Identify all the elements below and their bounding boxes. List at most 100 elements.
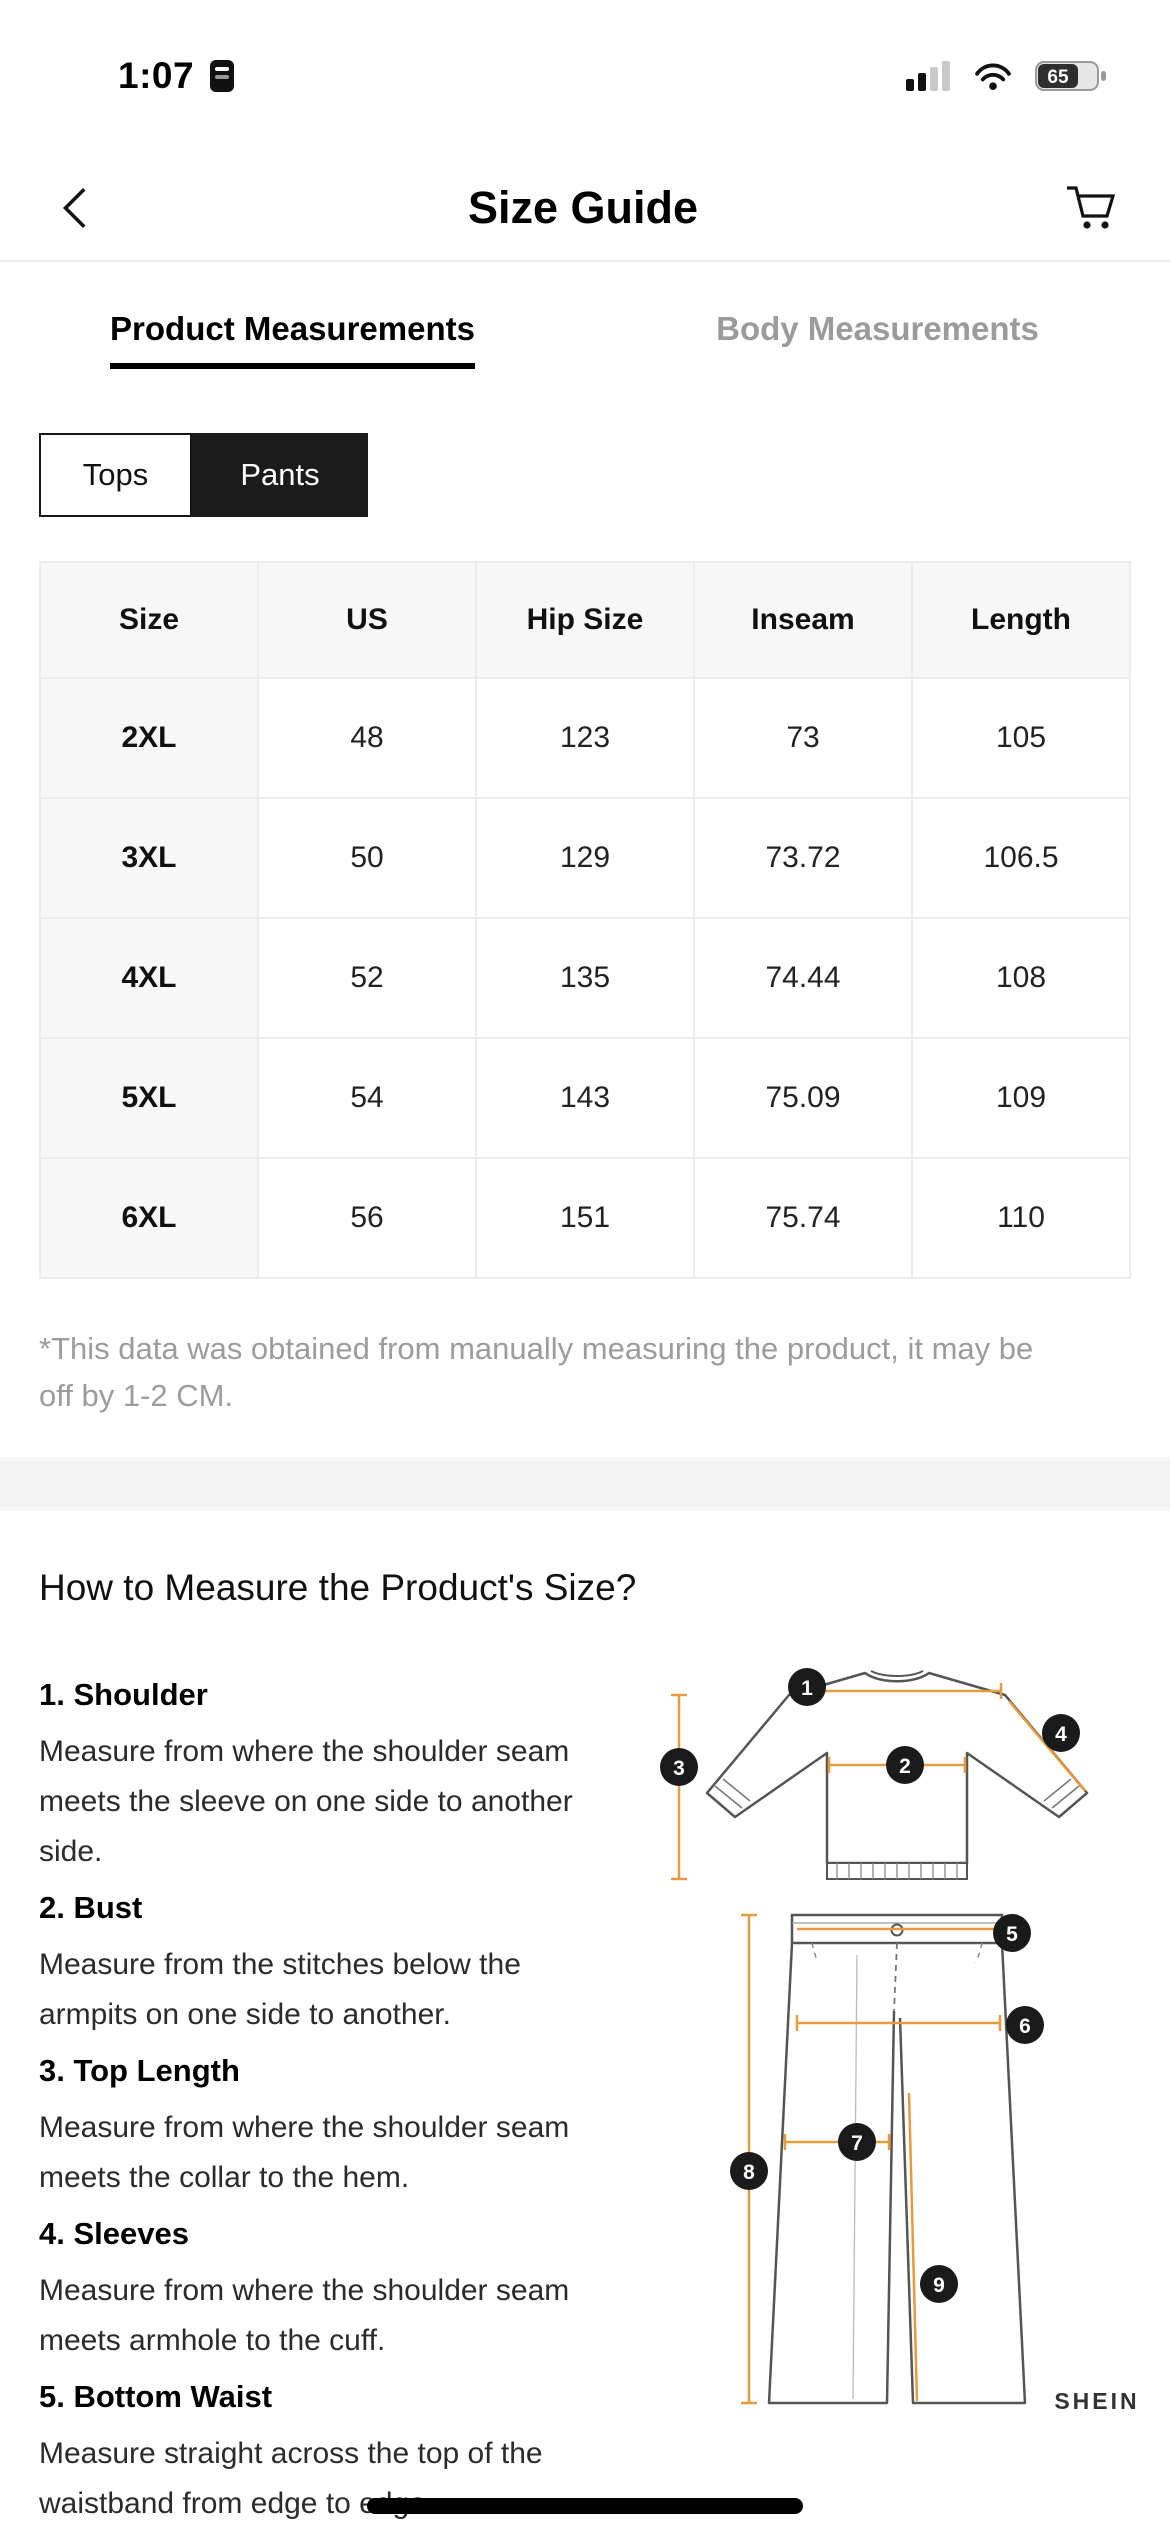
- instruction-heading: 4. Sleeves: [39, 2216, 189, 2251]
- column-header: Hip Size: [475, 561, 695, 679]
- table-cell: 73: [693, 677, 913, 799]
- table-cell: 123: [475, 677, 695, 799]
- marker-5: 5: [993, 1914, 1031, 1952]
- svg-text:9: 9: [933, 2274, 945, 2297]
- column-header: US: [257, 561, 477, 679]
- tab-product-measurements[interactable]: Product Measurements: [0, 310, 585, 369]
- table-cell: 75.09: [693, 1037, 913, 1159]
- tab-body-measurements[interactable]: Body Measurements: [585, 310, 1170, 369]
- size-table: Size US Hip Size Inseam Length 2XL 48 12…: [39, 561, 1131, 1279]
- toggle-tops[interactable]: Tops: [39, 433, 192, 517]
- marker-7: 7: [838, 2123, 876, 2161]
- measure-instructions: 1. Shoulder Measure from where the shoul…: [39, 1677, 604, 2529]
- marker-1: 1: [788, 1668, 826, 1706]
- instruction-body: Measure from where the shoulder seam mee…: [39, 1735, 573, 1868]
- svg-text:8: 8: [743, 2161, 755, 2184]
- table-row: 6XL 56 151 75.74 110: [39, 1157, 1131, 1279]
- section-divider: [0, 1457, 1170, 1511]
- back-button[interactable]: [52, 182, 104, 234]
- measure-diagram-svg: 1 2 3 4 5 6 7 8 9 SHEIN: [660, 1668, 1139, 2414]
- tab-label: Product Measurements: [110, 310, 475, 369]
- status-icons: 65: [904, 58, 1108, 94]
- table-cell: 109: [911, 1037, 1131, 1159]
- marker-9: 9: [920, 2265, 958, 2303]
- table-cell: 143: [475, 1037, 695, 1159]
- back-chevron-icon: [62, 187, 86, 229]
- how-to-measure-title: How to Measure the Product's Size?: [39, 1567, 637, 1608]
- marker-4: 4: [1042, 1714, 1080, 1752]
- home-indicator[interactable]: [367, 2498, 803, 2514]
- toggle-pants[interactable]: Pants: [192, 433, 368, 517]
- category-toggle: Tops Pants: [39, 433, 1170, 517]
- instruction-heading: 3. Top Length: [39, 2053, 240, 2088]
- status-indicator-icon: [208, 58, 236, 94]
- size-table-scroll[interactable]: Size US Hip Size Inseam Length 2XL 48 12…: [39, 561, 1131, 1279]
- battery-icon: 65: [1035, 61, 1106, 91]
- svg-text:4: 4: [1055, 1723, 1067, 1746]
- table-cell: 135: [475, 917, 695, 1039]
- table-cell: 5XL: [39, 1037, 259, 1159]
- svg-text:2: 2: [899, 1755, 911, 1778]
- table-cell: 3XL: [39, 797, 259, 919]
- instruction-body: Measure from where the shoulder seam mee…: [39, 2274, 570, 2357]
- clock-time: 1:07: [118, 55, 195, 96]
- table-cell: 4XL: [39, 917, 259, 1039]
- table-cell: 106.5: [911, 797, 1131, 919]
- brand-logo: SHEIN: [1054, 2388, 1139, 2414]
- svg-text:6: 6: [1019, 2015, 1031, 2038]
- table-cell: 129: [475, 797, 695, 919]
- table-cell: 6XL: [39, 1157, 259, 1279]
- header: Size Guide: [0, 156, 1170, 262]
- table-row: 2XL 48 123 73 105: [39, 677, 1131, 799]
- table-cell: 73.72: [693, 797, 913, 919]
- table-header-row: Size US Hip Size Inseam Length: [39, 561, 1131, 679]
- tab-label: Body Measurements: [716, 310, 1039, 347]
- marker-6: 6: [1006, 2006, 1044, 2044]
- instruction-heading: 2. Bust: [39, 1890, 143, 1925]
- sweater-drawing: [671, 1670, 1089, 1881]
- marker-2: 2: [886, 1746, 924, 1784]
- instruction-body: Measure from the stitches below the armp…: [39, 1948, 521, 2031]
- table-row: 5XL 54 143 75.09 109: [39, 1037, 1131, 1159]
- garment-diagram: 1 2 3 4 5 6 7 8 9 SHEIN: [657, 1643, 1162, 2435]
- svg-text:3: 3: [673, 1757, 685, 1780]
- table-cell: 54: [257, 1037, 477, 1159]
- cart-button[interactable]: [1062, 180, 1118, 236]
- instruction-heading: 1. Shoulder: [39, 1677, 208, 1712]
- how-to-measure-section: 1. Shoulder Measure from where the shoul…: [39, 1668, 1170, 2520]
- svg-text:7: 7: [851, 2132, 863, 2155]
- table-row: 3XL 50 129 73.72 106.5: [39, 797, 1131, 919]
- table-cell: 74.44: [693, 917, 913, 1039]
- instruction-body: Measure straight across the top of the w…: [39, 2437, 543, 2520]
- wifi-icon: [975, 63, 1011, 91]
- svg-text:5: 5: [1006, 1923, 1018, 1946]
- table-cell: 2XL: [39, 677, 259, 799]
- battery-percent: 65: [1047, 67, 1069, 88]
- signal-icon: [906, 61, 950, 91]
- marker-8: 8: [730, 2152, 768, 2190]
- instruction-body: Measure from where the shoulder seam mee…: [39, 2111, 570, 2194]
- table-cell: 151: [475, 1157, 695, 1279]
- table-cell: 105: [911, 677, 1131, 799]
- table-cell: 50: [257, 797, 477, 919]
- page-title: Size Guide: [467, 182, 699, 233]
- measurement-tabs: Product Measurements Body Measurements: [0, 262, 1170, 369]
- table-cell: 52: [257, 917, 477, 1039]
- pants-drawing: [741, 1913, 1027, 2405]
- table-row: 4XL 52 135 74.44 108: [39, 917, 1131, 1039]
- marker-3: 3: [660, 1748, 698, 1786]
- table-cell: 110: [911, 1157, 1131, 1279]
- cart-icon: [1067, 186, 1116, 229]
- column-header: Length: [911, 561, 1131, 679]
- measurement-disclaimer: *This data was obtained from manually me…: [39, 1331, 1034, 1413]
- column-header: Size: [39, 561, 259, 679]
- status-bar: 1:07 65: [0, 0, 1170, 104]
- diagram-markers: 1 2 3 4 5 6 7 8 9: [660, 1668, 1080, 2303]
- table-cell: 75.74: [693, 1157, 913, 1279]
- table-cell: 56: [257, 1157, 477, 1279]
- table-cell: 48: [257, 677, 477, 799]
- instruction-heading: 5. Bottom Waist: [39, 2379, 273, 2414]
- table-cell: 108: [911, 917, 1131, 1039]
- column-header: Inseam: [693, 561, 913, 679]
- svg-text:1: 1: [801, 1677, 813, 1700]
